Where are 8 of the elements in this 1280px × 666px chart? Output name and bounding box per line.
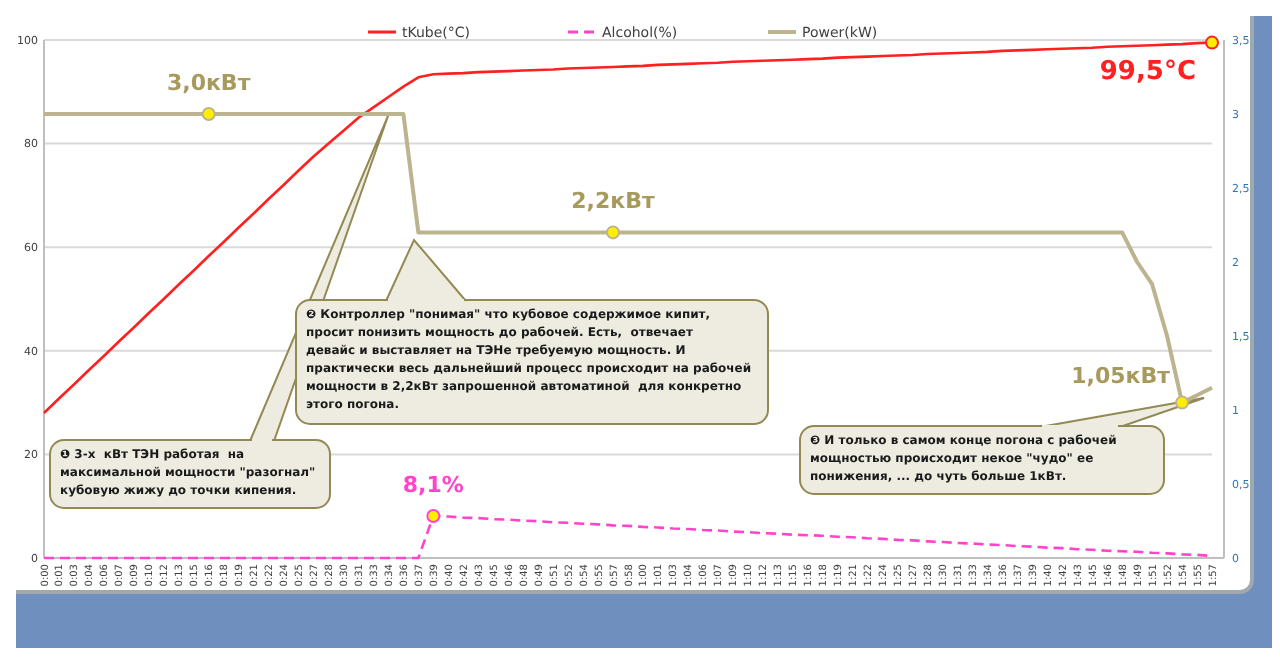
point	[1175, 395, 1190, 410]
point	[606, 225, 621, 240]
data-label: 3,0кВт	[167, 70, 252, 96]
data-label: 2,2кВт	[571, 188, 656, 215]
data-label: 8,1%	[402, 472, 464, 499]
data-label: 99,5°C	[1099, 56, 1196, 87]
data-label: 1,05кВт	[1071, 362, 1172, 389]
point	[201, 107, 216, 121]
